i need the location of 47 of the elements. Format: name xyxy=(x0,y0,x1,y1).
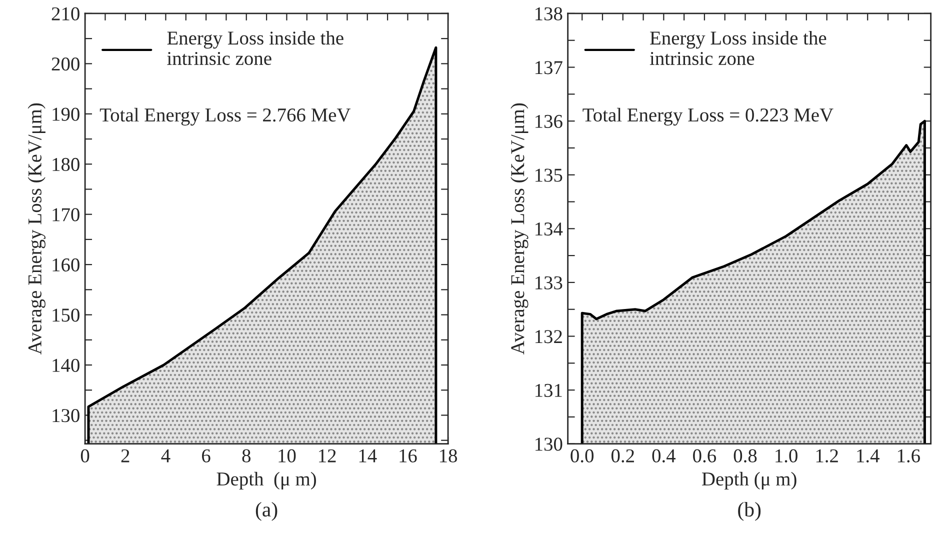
x-axis-title: Depth (μ m) xyxy=(216,472,316,490)
y-tick-label: 133 xyxy=(536,276,562,290)
y-tick-label: 130 xyxy=(536,438,562,451)
y-tick-label: 138 xyxy=(536,7,562,20)
x-tick-label: 1.2 xyxy=(816,449,838,462)
x-tick-label: 0.8 xyxy=(734,449,757,462)
x-tick-label: 1.4 xyxy=(857,449,880,462)
y-tick-label: 210 xyxy=(52,7,80,20)
y-tick-label: 140 xyxy=(52,358,80,372)
x-tick-label: 0.2 xyxy=(611,449,634,462)
y-tick-label: 131 xyxy=(536,384,562,397)
x-tick-label: 10 xyxy=(278,449,296,462)
y-tick-label: 190 xyxy=(52,108,80,121)
x-tick-label: 16 xyxy=(400,449,417,462)
y-axis-title: Average Energy Loss (KeV/μm) xyxy=(28,103,46,355)
x-tick-label: 14 xyxy=(359,449,377,462)
text: Energy Loss inside the intrinsic zone xyxy=(167,30,344,66)
y-tick-label: 136 xyxy=(536,114,562,128)
y-tick-label: 160 xyxy=(52,258,80,272)
x-tick-label: 4 xyxy=(161,449,170,462)
y-tick-label: 180 xyxy=(52,158,80,172)
y-tick-label: 170 xyxy=(52,208,80,222)
x-tick-label: 1.0 xyxy=(776,449,798,462)
y-tick-label: 134 xyxy=(536,222,563,236)
x-axis-title: Depth (μ m) xyxy=(702,472,796,490)
x-tick-label: 1.6 xyxy=(898,449,920,462)
text: 0.0 xyxy=(570,449,594,462)
y-tick-label: 150 xyxy=(52,308,80,322)
x-tick-label: 0.6 xyxy=(693,449,716,462)
y-tick-label: 137 xyxy=(536,61,562,74)
x-tick-label: 18 xyxy=(440,449,458,462)
y-tick-label: 135 xyxy=(536,168,562,182)
annotation: Total Energy Loss = 0.223 MeV xyxy=(582,108,834,126)
text: (b) xyxy=(738,502,761,521)
y-tick-label: 130 xyxy=(52,409,80,422)
x-tick-label: 0 xyxy=(80,449,90,462)
x-tick-label: 0.4 xyxy=(652,449,676,462)
y-tick-label: 132 xyxy=(536,330,562,344)
x-tick-label: 2 xyxy=(121,449,130,462)
y-axis-title: Average Energy Loss (KeV/μm) xyxy=(510,103,528,355)
text: Energy Loss inside the intrinsic zone xyxy=(650,30,826,66)
x-tick-label: 6 xyxy=(202,449,210,462)
x-tick-label: 12 xyxy=(319,449,336,462)
text: (a) xyxy=(256,502,278,521)
x-tick-label: 8 xyxy=(242,449,250,462)
annotation: Total Energy Loss = 2.766 MeV xyxy=(100,108,351,126)
y-tick-label: 200 xyxy=(52,57,80,71)
